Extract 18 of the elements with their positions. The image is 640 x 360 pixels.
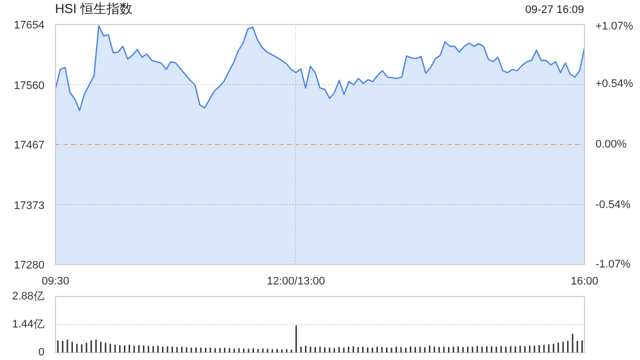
y-tick-label: 17373 [14, 200, 45, 212]
x-tick-label: 12:00/13:00 [266, 276, 326, 288]
y2-tick-label: +0.54% [596, 78, 634, 90]
y2-tick-label: -0.54% [596, 199, 631, 212]
y2-tick-label: +1.07% [596, 20, 634, 32]
text: 09-27 16:09 [524, 3, 584, 18]
y-tick-label: 2.88亿 [12, 290, 45, 302]
chart-title: HSI 恒生指数 [54, 0, 132, 18]
x-tick-label: 16:00 [570, 276, 598, 288]
y-tick-label: 0 [38, 346, 45, 358]
y-tick-label: 17654 [14, 20, 45, 32]
y-tick-label: 17467 [14, 140, 45, 152]
y2-tick-label: -1.07% [596, 258, 631, 270]
x-tick-label: 09:30 [42, 276, 70, 288]
y-tick-label: 1.44亿 [12, 318, 45, 330]
y-tick-label: 17280 [14, 260, 45, 272]
y2-tick-label: 0.00% [596, 138, 627, 150]
y-tick-label: 17560 [14, 80, 45, 92]
